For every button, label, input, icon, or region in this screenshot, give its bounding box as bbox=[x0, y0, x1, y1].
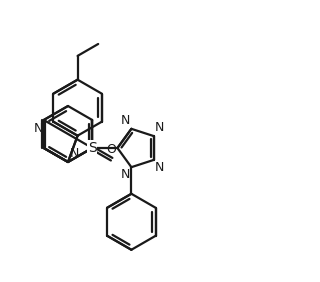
Text: N: N bbox=[121, 168, 130, 181]
Text: N: N bbox=[33, 122, 43, 135]
Text: N: N bbox=[155, 121, 164, 134]
Text: N: N bbox=[70, 147, 79, 160]
Text: N: N bbox=[155, 161, 164, 174]
Text: N: N bbox=[121, 114, 130, 127]
Text: O: O bbox=[107, 143, 116, 156]
Text: S: S bbox=[88, 141, 97, 155]
